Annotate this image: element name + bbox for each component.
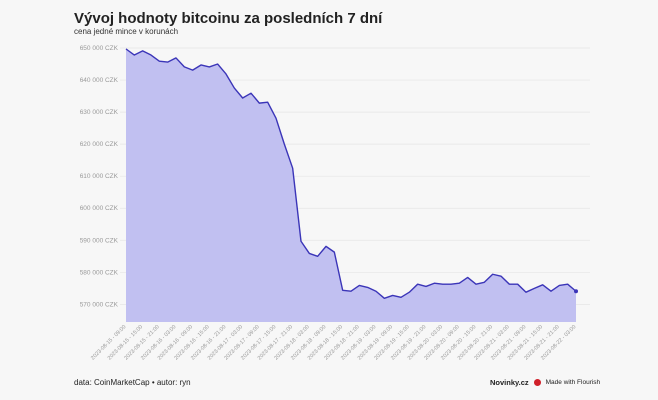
- y-tick-label: 590 000 CZK: [80, 237, 119, 244]
- flourish-logo-icon: [533, 379, 541, 386]
- made-with-flourish-link[interactable]: Made with Flourish: [545, 379, 601, 386]
- chart-subtitle: cena jedné mince v korunách: [74, 27, 179, 36]
- area-fill: [126, 48, 576, 323]
- novinky-logo[interactable]: Novinky.cz: [490, 378, 529, 387]
- data-point: [574, 289, 578, 294]
- footer-branding: Novinky.cz Made with Flourish: [490, 378, 600, 387]
- y-tick-label: 620 000 CZK: [80, 141, 119, 148]
- y-tick-label: 570 000 CZK: [80, 301, 119, 308]
- y-tick-label: 580 000 CZK: [80, 269, 119, 276]
- chart-title: Vývoj hodnoty bitcoinu za posledních 7 d…: [74, 10, 383, 27]
- y-tick-label: 650 000 CZK: [80, 45, 119, 52]
- source-credit: data: CoinMarketCap • autor: ryn: [74, 378, 191, 387]
- y-tick-label: 640 000 CZK: [80, 77, 119, 84]
- y-tick-label: 600 000 CZK: [80, 205, 119, 212]
- y-tick-label: 610 000 CZK: [80, 173, 119, 180]
- y-tick-label: 630 000 CZK: [80, 109, 119, 116]
